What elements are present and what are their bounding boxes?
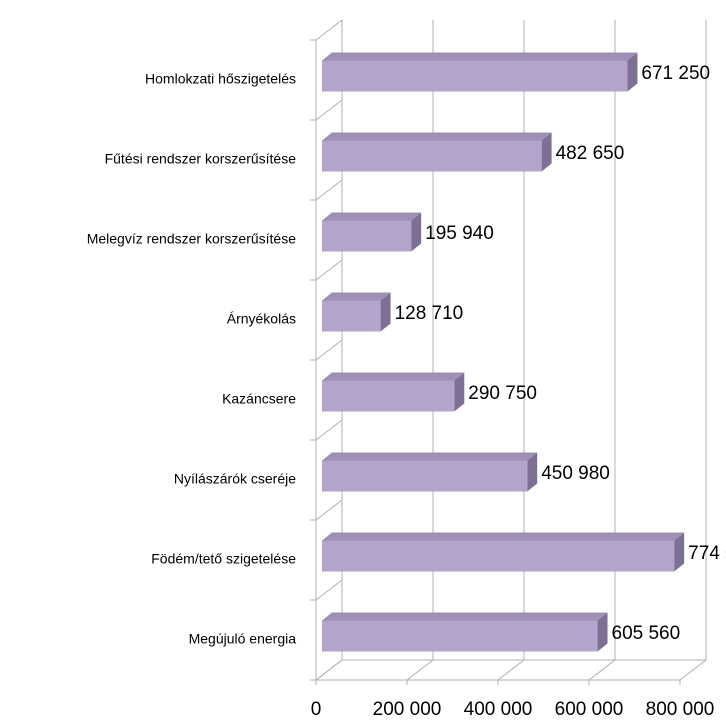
bar-top [322, 52, 638, 61]
bar [322, 140, 542, 172]
floor-diagonal [588, 659, 616, 681]
x-tick-label: 0 [311, 699, 322, 720]
x-tick-label: 600 000 [555, 699, 624, 720]
category-label: Homlokzati hőszigetelés [145, 71, 296, 87]
bar-side [627, 52, 638, 92]
bar [322, 220, 412, 252]
bar-side [527, 452, 538, 492]
bar [322, 460, 528, 492]
value-label: 195 940 [425, 223, 494, 244]
bar-top [322, 372, 465, 381]
value-label: 128 710 [395, 303, 464, 324]
bar [322, 540, 675, 572]
value-label: 774 000 [688, 543, 726, 564]
bar-top [322, 292, 391, 301]
wall-diagonal [315, 579, 343, 601]
bar [322, 60, 628, 92]
bar [322, 620, 598, 652]
bar-side [411, 212, 422, 252]
x-tick-label: 200 000 [373, 699, 442, 720]
floor-diagonal [497, 659, 525, 681]
category-label: Melegvíz rendszer korszerűsítése [87, 231, 297, 247]
bar [322, 380, 455, 412]
category-label: Fűtési rendszer korszerűsítése [105, 151, 297, 167]
value-label: 482 650 [556, 143, 625, 164]
wall-diagonal [315, 179, 343, 201]
wall-diagonal [315, 19, 343, 41]
floor-diagonal [406, 659, 434, 681]
bar-side [541, 132, 552, 172]
bar-top [322, 452, 538, 461]
wall-diagonal [315, 339, 343, 361]
category-label: Nyílászárók cseréje [174, 471, 296, 487]
floor-diagonal [315, 659, 343, 681]
wall-diagonal [315, 499, 343, 521]
category-label: Megújuló energia [189, 631, 297, 647]
category-label: Árnyékolás [227, 311, 296, 327]
bar-side [597, 612, 608, 652]
x-tick-label: 400 000 [464, 699, 533, 720]
floor-diagonal [679, 659, 707, 681]
bar [322, 300, 381, 332]
bar-top [322, 532, 685, 541]
wall-diagonal [315, 99, 343, 121]
bar-side [674, 532, 685, 572]
bar-side [380, 292, 391, 332]
category-label: Födém/tető szigetelése [151, 551, 296, 567]
bar-top [322, 212, 422, 221]
bar-side [454, 372, 465, 412]
value-label: 671 250 [641, 63, 710, 84]
bar-top [322, 132, 552, 141]
value-label: 450 980 [541, 463, 610, 484]
bar-top [322, 612, 608, 621]
value-label: 290 750 [468, 383, 537, 404]
category-label: Kazáncsere [222, 391, 296, 407]
value-label: 605 560 [612, 623, 681, 644]
wall-diagonal [315, 419, 343, 441]
x-tick-label: 800 000 [646, 699, 715, 720]
wall-diagonal [315, 259, 343, 281]
